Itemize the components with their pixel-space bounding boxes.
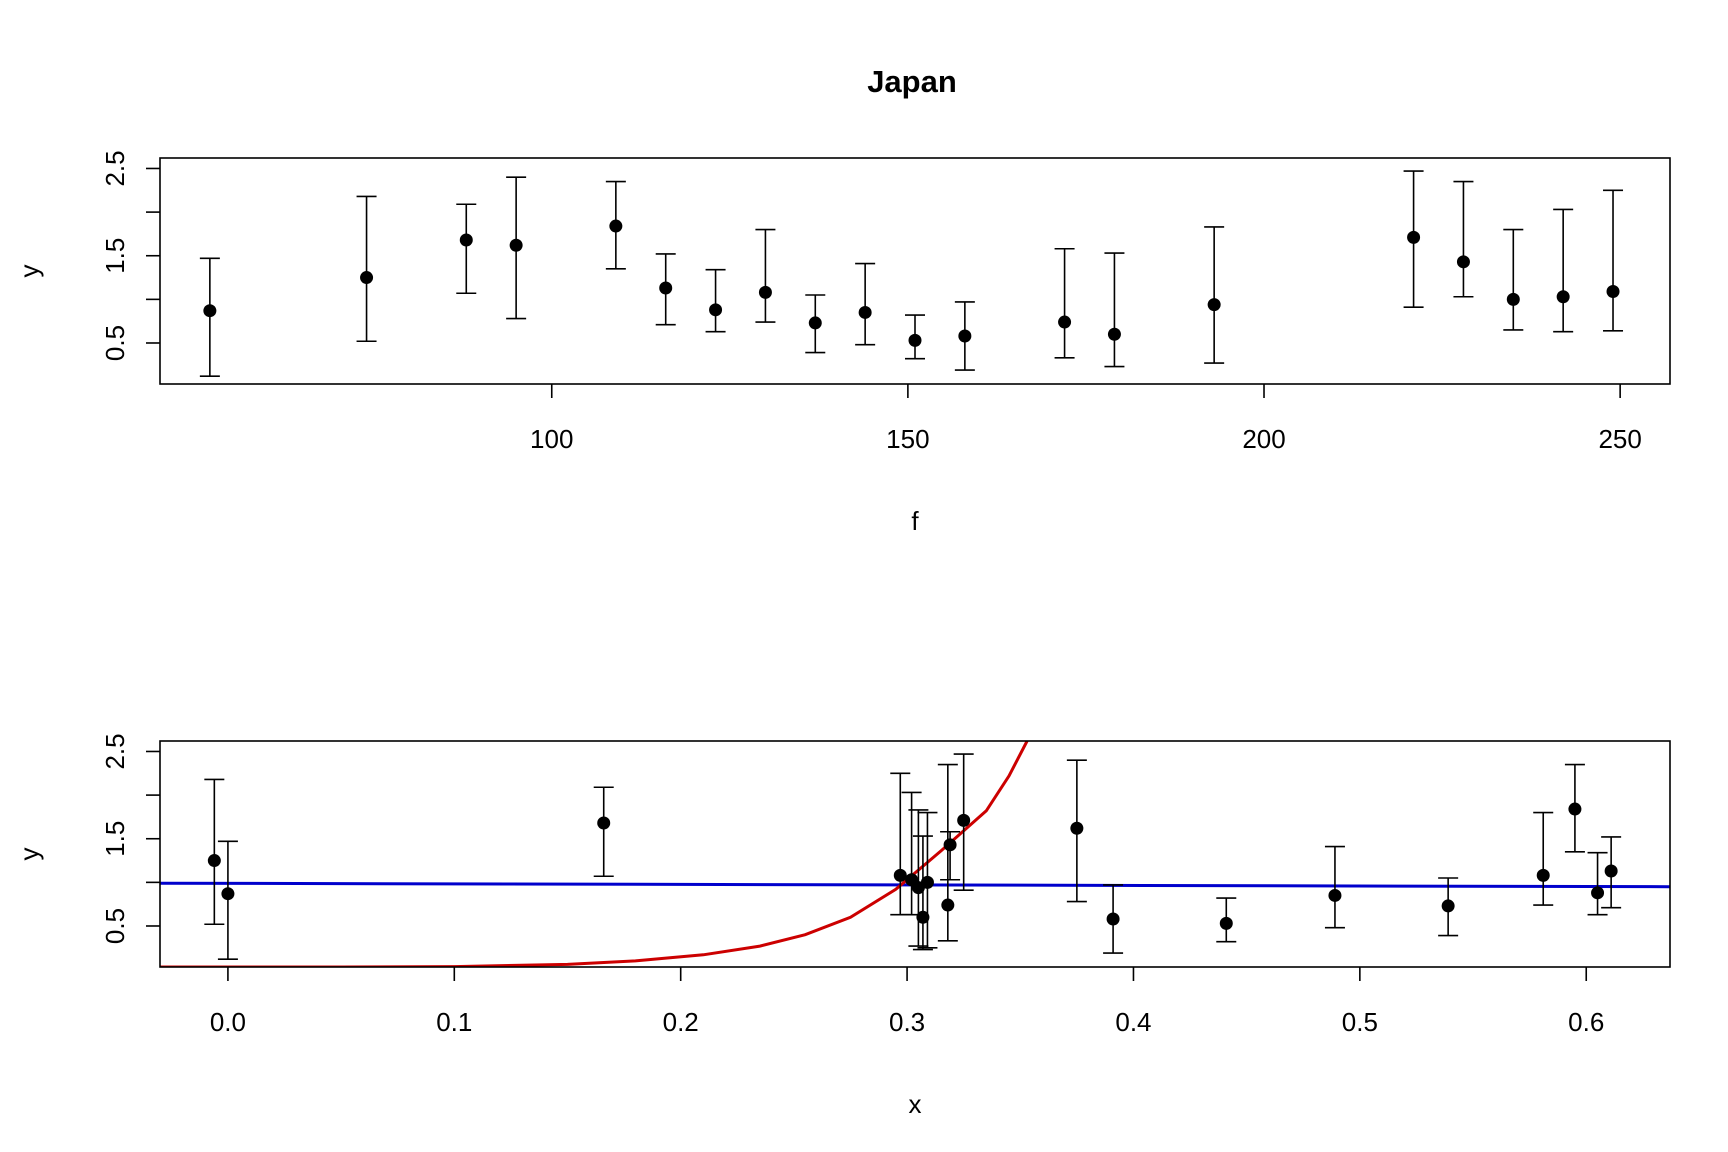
error-bar bbox=[1204, 226, 1225, 364]
data-point bbox=[1107, 327, 1121, 341]
x-tick-label: 150 bbox=[886, 424, 929, 454]
data-point bbox=[1536, 868, 1550, 882]
data-point bbox=[908, 333, 922, 347]
error-bar bbox=[1503, 228, 1524, 331]
error-bar bbox=[890, 772, 911, 916]
data-point bbox=[207, 854, 221, 868]
error-bar bbox=[456, 203, 477, 295]
data-point bbox=[221, 887, 235, 901]
data-point bbox=[1568, 802, 1582, 816]
points-bottom bbox=[207, 802, 1618, 930]
error-bar bbox=[908, 809, 929, 947]
y-tick-label: 0.5 bbox=[100, 325, 130, 361]
error-bar bbox=[1553, 208, 1574, 333]
data-point bbox=[758, 285, 772, 299]
data-point bbox=[1441, 899, 1455, 913]
data-point bbox=[1207, 298, 1221, 312]
chart-title: Japan bbox=[867, 64, 957, 99]
data-point bbox=[808, 316, 822, 330]
error-bar bbox=[356, 195, 377, 343]
y-axis-label-top: y bbox=[14, 265, 44, 278]
y-tick-label: 0.5 bbox=[100, 908, 130, 944]
data-point bbox=[1058, 315, 1072, 329]
x-axis-top: 100 150 200 250 bbox=[530, 384, 1642, 454]
y-tick-label: 2.5 bbox=[100, 733, 130, 769]
panel-bottom: 0.0 0.1 0.2 0.3 0.4 0.5 0.6 0.5 1.5 2.5 x y bbox=[14, 733, 1671, 1119]
plot-frame-top bbox=[159, 157, 1671, 385]
data-point bbox=[1106, 912, 1120, 926]
data-point bbox=[957, 813, 971, 827]
data-point bbox=[916, 910, 930, 924]
data-point bbox=[360, 271, 374, 285]
error-bar bbox=[855, 262, 876, 346]
error-bar bbox=[1104, 252, 1125, 368]
x-tick-label: 250 bbox=[1598, 424, 1641, 454]
data-point bbox=[1456, 255, 1470, 269]
fit-lines bbox=[160, 741, 1670, 967]
error-bar bbox=[593, 786, 614, 878]
data-point bbox=[1556, 290, 1570, 304]
error-bar bbox=[204, 778, 225, 926]
data-point bbox=[709, 303, 723, 317]
error-bar bbox=[755, 228, 776, 323]
data-point bbox=[941, 898, 955, 912]
x-tick-label: 0.4 bbox=[1115, 1007, 1151, 1037]
x-axis-bottom: 0.0 0.1 0.2 0.3 0.4 0.5 0.6 bbox=[210, 967, 1604, 1037]
data-point bbox=[1506, 292, 1520, 306]
error-bar bbox=[1533, 811, 1554, 906]
data-point bbox=[1328, 888, 1342, 902]
fit-line-red bbox=[160, 741, 1029, 967]
x-tick-label: 0.5 bbox=[1342, 1007, 1378, 1037]
data-point bbox=[1070, 821, 1084, 835]
data-point bbox=[920, 875, 934, 889]
data-point bbox=[1407, 230, 1421, 244]
error-bar bbox=[1324, 845, 1345, 929]
y-tick-label: 2.5 bbox=[100, 150, 130, 186]
error-bar bbox=[1453, 180, 1474, 298]
data-point bbox=[958, 329, 972, 343]
data-point bbox=[609, 219, 623, 233]
y-axis-top: 0.5 1.5 2.5 bbox=[100, 150, 160, 361]
y-tick-label: 1.5 bbox=[100, 821, 130, 857]
x-tick-label: 0.0 bbox=[210, 1007, 246, 1037]
data-point bbox=[459, 233, 473, 247]
data-point bbox=[597, 816, 611, 830]
data-point bbox=[659, 281, 673, 295]
data-point bbox=[1219, 916, 1233, 930]
x-tick-label: 100 bbox=[530, 424, 573, 454]
y-tick-label: 1.5 bbox=[100, 238, 130, 274]
x-axis-label-bottom: x bbox=[909, 1089, 922, 1119]
error-bar bbox=[1603, 189, 1624, 332]
y-axis-bottom: 0.5 1.5 2.5 bbox=[100, 733, 160, 944]
data-point bbox=[1606, 285, 1620, 299]
x-tick-label: 0.6 bbox=[1568, 1007, 1604, 1037]
data-point bbox=[509, 238, 523, 252]
points-top bbox=[203, 219, 1620, 347]
x-tick-label: 0.1 bbox=[436, 1007, 472, 1037]
x-tick-label: 0.3 bbox=[889, 1007, 925, 1037]
x-axis-label-top: f bbox=[911, 506, 919, 536]
data-point bbox=[203, 304, 217, 318]
plot-frame-bottom bbox=[159, 740, 1671, 968]
data-point bbox=[943, 838, 957, 852]
x-tick-label: 200 bbox=[1242, 424, 1285, 454]
error-bar bbox=[705, 268, 726, 333]
data-point bbox=[1604, 864, 1618, 878]
data-point bbox=[1591, 886, 1605, 900]
error-bar bbox=[217, 840, 238, 960]
x-tick-label: 0.2 bbox=[663, 1007, 699, 1037]
error-bar bbox=[1587, 851, 1608, 916]
panel-top: Japan 100 150 200 250 0.5 1.5 2.5 f y bbox=[14, 64, 1671, 536]
data-point bbox=[893, 868, 907, 882]
data-point bbox=[858, 305, 872, 319]
error-bar bbox=[1054, 247, 1075, 359]
error-bar bbox=[912, 835, 933, 951]
error-bars-bottom bbox=[204, 753, 1622, 960]
error-bar bbox=[199, 257, 220, 377]
y-axis-label-bottom: y bbox=[14, 848, 44, 861]
